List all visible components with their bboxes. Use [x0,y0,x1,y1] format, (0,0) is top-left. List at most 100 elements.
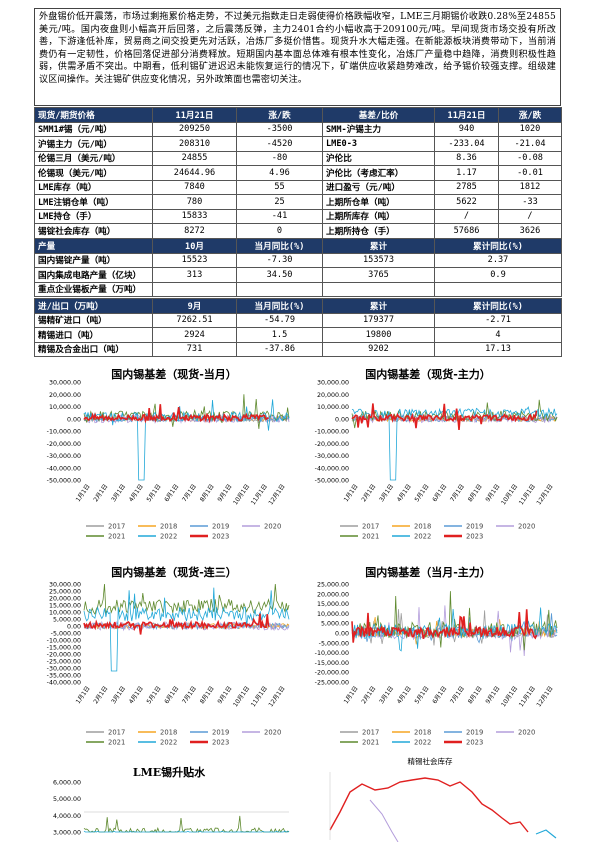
row-label: 沪伦比 [322,150,435,166]
table-row: 精锡及合金出口（吨） 731 -37.86 9202 17.13 [34,341,562,357]
series-line-2023 [351,403,538,430]
x-tick-label: 2月1日 [92,685,109,705]
legend-label: 2023 [466,739,483,747]
table-cell: 1812 [498,179,562,195]
x-tick-label: 12月1日 [267,483,286,506]
header-cell: 当月同比(%) [236,238,323,254]
chart-lme-premium: LME锡升贴水 6,000.00 5,000.00 4,000.00 3,000.00 [34,760,292,842]
y-tick-label: -10,000.00 [47,638,81,645]
table-cell: 3765 [322,267,435,283]
row-label: 锡锭社会库存（吨） [34,223,153,239]
table-cell: 25 [236,194,323,210]
x-tick-label: 6月1日 [431,685,448,705]
row-label: 重点企业锡板产量（万吨） [34,281,153,297]
chart-spot-main: 国内锡基差（现货-主力） 30,000.00 20,000.00 10,000.00 0… [300,362,562,554]
y-tick-label: -35,000.00 [47,673,81,680]
x-tick-label: 9月1日 [484,483,501,503]
row-label: 上期所仓单（吨） [322,194,435,210]
x-tick-label: 5月1日 [146,685,163,705]
table-cell: 9202 [322,341,435,357]
row-label: 沪锡主力（元/吨） [34,136,153,152]
y-tick-label: 6,000.00 [53,780,81,787]
x-tick-label: 7月1日 [449,685,466,705]
x-tick-label: 3月1日 [378,685,395,705]
legend-label: 2023 [466,533,483,541]
chart-legend: 2017 2018 2019 2020 2021 2022 2023 [86,523,281,541]
legend-label: 2018 [160,729,177,737]
table-cell: 2924 [152,327,237,343]
table-cell: 940 [434,121,499,137]
x-tick-label: 10月1日 [232,483,251,506]
table-cell [236,281,323,297]
y-tick-label: 30,000.00 [49,582,81,589]
y-tick-label: 30,000.00 [49,380,81,387]
y-tick-label: -20,000.00 [47,441,81,448]
table-cell: -33 [498,194,562,210]
table-cell: 2.37 [434,252,562,268]
header-cell: 9月 [152,298,237,314]
x-tick-label: 5月1日 [414,483,431,503]
legend-label: 2018 [414,729,431,737]
legend-label: 2019 [466,523,483,531]
series-line-2023 [351,609,538,643]
table-cell: 24644.96 [152,165,237,181]
table-row: LME持仓（手） 15833 -41 上期所库存（吨） / / [34,208,562,224]
x-tick-label: 6月1日 [163,483,180,503]
row-label: 国内集成电路产量（亿块） [34,267,153,283]
table-cell: -4520 [236,136,323,152]
y-tick-label: 25,000.00 [49,589,81,596]
header-cell: 累计同比(%) [434,238,562,254]
y-tick-label: -20,000.00 [315,670,349,677]
table-cell: -41 [236,208,323,224]
legend-label: 2020 [518,523,535,531]
x-tick-label: 8月1日 [467,483,484,503]
table-cell [322,281,435,297]
series-line-2020 [351,413,558,424]
row-label: LME持仓（手） [34,208,153,224]
table-cell: -80 [236,150,323,166]
chart-title: 国内锡基差（当月-主力） [365,565,491,579]
y-tick-label: -30,000.00 [315,453,349,460]
y-tick-label: -50,000.00 [47,478,81,485]
table-cell: 5622 [434,194,499,210]
x-tick-label: 10月1日 [232,685,251,708]
table-cell: 4 [434,327,562,343]
row-label: 锡精矿进口（吨） [34,312,153,328]
table-row: 精锡进口（吨） 2924 1.5 19800 4 [34,327,562,343]
row-label: 上期所库存（吨） [322,208,435,224]
x-tick-label: 1月1日 [343,685,360,705]
chart-title: 国内锡基差（现货-当月） [111,367,237,381]
table-cell: 19800 [322,327,435,343]
header-cell: 当月同比(%) [236,298,323,314]
table-cell: -0.08 [498,150,562,166]
y-tick-label: -50,000.00 [315,478,349,485]
table-cell [152,281,237,297]
row-label: LME0-3 [322,136,435,152]
table-cell: 179377 [322,312,435,328]
table-cell: / [498,208,562,224]
legend-label: 2021 [108,533,125,541]
table-cell: 1.17 [434,165,499,181]
chart-legend: 2017 2018 2019 2020 2021 2022 2023 [340,729,535,747]
chart-legend: 2017 2018 2019 2020 2021 2022 2023 [340,523,535,541]
legend-label: 2019 [212,523,229,531]
row-label: 进口盈亏（元/吨） [322,179,435,195]
production-table: 产量 10月 当月同比(%) 累计 累计同比(%) 国内锡锭产量（吨） 15523 -7.30… [34,238,562,297]
series-line-2021 [83,815,290,833]
table-cell: -2.71 [434,312,562,328]
table-cell: -0.01 [498,165,562,181]
table-cell: 313 [152,267,237,283]
legend-label: 2023 [212,533,229,541]
x-tick-label: 7月1日 [181,483,198,503]
table-header: 现货/期货价格 11月21日 涨/跌 基差/比价 11月21日 涨/跌 [34,107,562,123]
y-tick-label: -10,000.00 [315,650,349,657]
x-tick-label: 5月1日 [146,483,163,503]
chart-spot-third: 国内锡基差（现货-连三） 30,000.00 25,000.00 20,000.00 1… [34,560,292,756]
table-cell: 7840 [152,179,237,195]
y-tick-label: -10,000.00 [315,429,349,436]
table-cell: / [434,208,499,224]
table-cell: 15523 [152,252,237,268]
y-tick-label: 5,000.00 [53,617,81,624]
chart-spot-current-month: 国内锡基差（现货-当月） 30,000.00 20,000.00 10,000.00 0… [34,362,292,554]
x-tick-label: 11月1日 [518,483,537,506]
